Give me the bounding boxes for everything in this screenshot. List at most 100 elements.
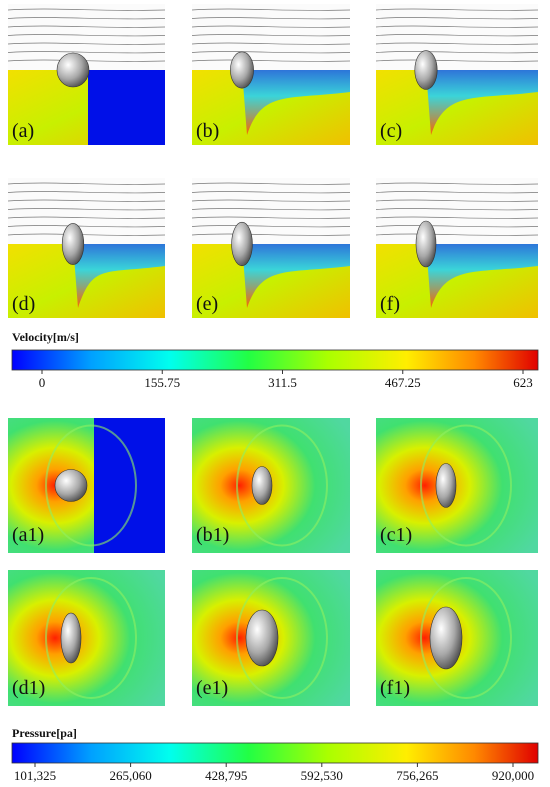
streamline xyxy=(191,8,351,11)
colorbar-tick-label: 467.25 xyxy=(385,375,421,390)
streamline xyxy=(375,225,539,228)
colorbar-tick-label: 311.5 xyxy=(268,375,297,390)
colorbar-tick-label: 0 xyxy=(39,375,46,390)
colorbar-tick-label: 592,530 xyxy=(301,768,343,783)
streamline-field xyxy=(8,178,165,244)
wake xyxy=(426,244,538,308)
wake xyxy=(426,70,538,135)
panel-label: (f1) xyxy=(380,677,410,699)
panel-label: (e1) xyxy=(196,677,228,699)
streamline xyxy=(191,182,351,185)
panel-label: (c) xyxy=(380,120,402,142)
panel-label: (d) xyxy=(12,293,35,315)
streamline xyxy=(7,208,166,211)
streamline xyxy=(375,51,539,54)
panel-label: (c1) xyxy=(380,524,412,546)
streamline xyxy=(375,182,539,185)
streamline xyxy=(191,17,351,20)
streamline xyxy=(7,182,166,185)
streamline xyxy=(375,17,539,20)
droplet xyxy=(54,469,88,502)
streamline-field xyxy=(8,4,165,70)
undisturbed-region xyxy=(94,418,165,553)
colorbar-tick-label: 265,060 xyxy=(109,768,151,783)
streamline xyxy=(191,208,351,211)
streamline-field xyxy=(192,4,350,70)
streamline xyxy=(191,25,351,28)
undisturbed-region xyxy=(88,70,165,145)
colorbar-tick-label: 623 xyxy=(513,375,533,390)
shock-front xyxy=(420,424,512,547)
panel-label: (d1) xyxy=(12,677,45,699)
colorbar-tick-label: 756,265 xyxy=(396,768,438,783)
droplet xyxy=(435,463,457,508)
streamline xyxy=(7,191,166,194)
streamline xyxy=(191,51,351,54)
streamline xyxy=(7,216,166,219)
panel-label: (a) xyxy=(12,120,34,142)
streamline xyxy=(375,208,539,211)
streamline xyxy=(191,191,351,194)
shock-front xyxy=(236,577,328,699)
streamline xyxy=(375,216,539,219)
droplet xyxy=(230,51,254,89)
streamline xyxy=(191,34,351,37)
streamline xyxy=(375,34,539,37)
colorbar-tick-label: 101,325 xyxy=(14,768,56,783)
droplet xyxy=(56,52,90,88)
droplet xyxy=(429,606,463,670)
streamline xyxy=(375,8,539,11)
panel-label: (b1) xyxy=(196,524,229,546)
droplet xyxy=(231,221,253,267)
streamline xyxy=(191,225,351,228)
wake xyxy=(242,244,350,308)
streamline xyxy=(7,42,166,45)
streamline xyxy=(191,59,351,62)
streamline-field xyxy=(376,178,538,244)
streamline xyxy=(7,225,166,228)
panel-label: (a1) xyxy=(12,524,44,546)
streamline xyxy=(191,233,351,236)
panel-label: (b) xyxy=(196,120,219,142)
colorbar-tick-label: 155.75 xyxy=(144,375,180,390)
streamline xyxy=(191,216,351,219)
streamline xyxy=(191,199,351,202)
streamline xyxy=(7,51,166,54)
streamline xyxy=(7,34,166,37)
colorbar-tick-label: 428,795 xyxy=(205,768,247,783)
wake xyxy=(73,244,165,308)
shock-front xyxy=(420,577,512,699)
pressure-field xyxy=(8,570,165,706)
streamline xyxy=(375,233,539,236)
streamline xyxy=(375,42,539,45)
droplet xyxy=(61,223,85,265)
colorbar-title: Pressure[pa] xyxy=(12,726,77,740)
colorbar xyxy=(11,742,539,764)
droplet xyxy=(60,612,82,664)
streamline-field xyxy=(376,4,538,70)
colorbar-tick-label: 920,000 xyxy=(492,768,534,783)
streamline xyxy=(375,25,539,28)
colorbar-title: Velocity[m/s] xyxy=(12,330,79,344)
streamline xyxy=(7,17,166,20)
shock-front xyxy=(45,577,137,699)
wake xyxy=(242,70,350,135)
droplet xyxy=(414,50,438,90)
streamline xyxy=(375,191,539,194)
streamline xyxy=(375,199,539,202)
streamline xyxy=(7,199,166,202)
droplet xyxy=(415,220,437,268)
colorbar xyxy=(11,349,539,371)
streamline xyxy=(7,25,166,28)
droplet xyxy=(251,466,273,505)
streamline-field xyxy=(192,178,350,244)
streamline xyxy=(375,59,539,62)
shock-front xyxy=(236,424,328,547)
shock-front xyxy=(45,424,137,547)
droplet xyxy=(245,609,279,667)
streamline xyxy=(7,8,166,11)
panel-label: (e) xyxy=(196,293,218,315)
streamline xyxy=(191,42,351,45)
panel-label: (f) xyxy=(380,293,400,315)
